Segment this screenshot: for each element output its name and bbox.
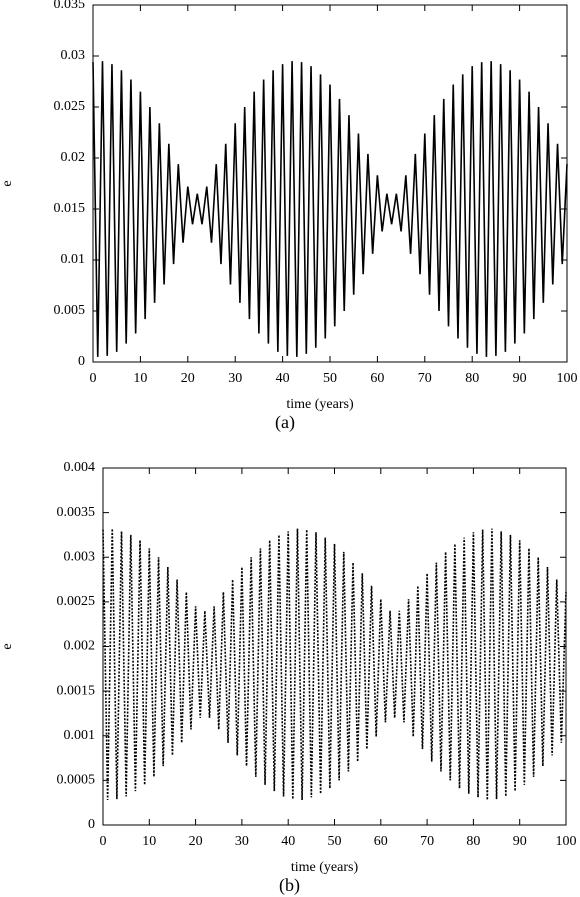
x-tick-label: 30 xyxy=(228,371,242,386)
x-tick-label: 30 xyxy=(235,834,249,849)
x-tick-label: 40 xyxy=(281,834,295,849)
y-tick-label: 0.015 xyxy=(54,201,86,216)
caption: (b) xyxy=(279,875,300,896)
x-tick-label: 100 xyxy=(557,371,578,386)
y-tick-label: 0.003 xyxy=(64,549,96,564)
x-tick-label: 80 xyxy=(466,834,480,849)
y-tick-label: 0.0025 xyxy=(57,594,96,609)
data-line xyxy=(92,61,568,357)
x-tick-label: 100 xyxy=(556,834,577,849)
y-tick-label: 0.0035 xyxy=(57,505,96,520)
y-tick-label: 0.0015 xyxy=(57,683,96,698)
x-tick-label: 20 xyxy=(189,834,203,849)
y-tick-label: 0.001 xyxy=(64,728,96,743)
x-tick-label: 10 xyxy=(142,834,156,849)
y-tick-label: 0.005 xyxy=(54,303,86,318)
y-tick-label: 0.025 xyxy=(54,99,86,114)
x-tick-label: 70 xyxy=(420,834,434,849)
x-tick-label: 60 xyxy=(374,834,388,849)
x-tick-label: 0 xyxy=(90,371,97,386)
x-tick-label: 50 xyxy=(328,834,342,849)
x-axis-label: time (years) xyxy=(286,397,354,412)
x-axis-label: time (years) xyxy=(291,860,359,875)
y-tick-label: 0.02 xyxy=(61,150,86,165)
x-tick-label: 90 xyxy=(513,371,527,386)
y-axis-label: e xyxy=(0,643,15,649)
x-tick-label: 10 xyxy=(133,371,147,386)
x-tick-label: 70 xyxy=(418,371,432,386)
y-tick-label: 0.0005 xyxy=(57,773,96,788)
data-line xyxy=(102,528,567,801)
x-tick-label: 80 xyxy=(465,371,479,386)
y-axis-label: e xyxy=(0,180,15,186)
y-tick-label: 0.004 xyxy=(64,460,96,475)
y-tick-label: 0.002 xyxy=(64,639,96,654)
x-tick-label: 0 xyxy=(100,834,107,849)
y-tick-label: 0.03 xyxy=(61,48,86,63)
caption: (a) xyxy=(275,412,295,433)
x-tick-label: 60 xyxy=(370,371,384,386)
y-tick-label: 0 xyxy=(88,817,95,832)
y-tick-label: 0.01 xyxy=(61,252,86,267)
y-tick-label: 0 xyxy=(78,354,85,369)
x-tick-label: 20 xyxy=(181,371,195,386)
x-tick-label: 40 xyxy=(276,371,290,386)
x-tick-label: 90 xyxy=(513,834,527,849)
y-tick-label: 0.035 xyxy=(54,0,86,12)
x-tick-label: 50 xyxy=(323,371,337,386)
